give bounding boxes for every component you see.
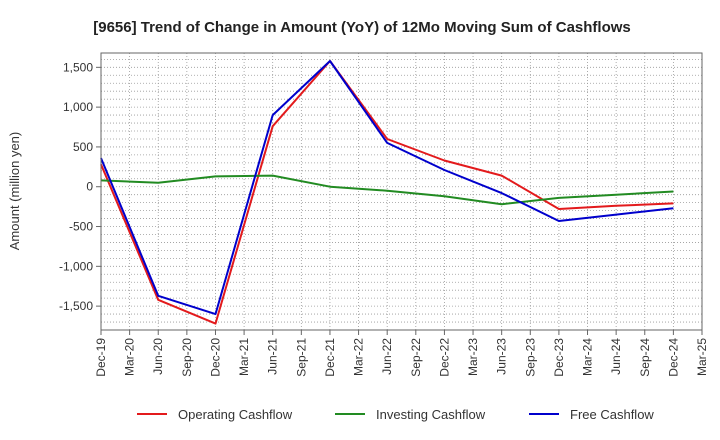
chart-title: [9656] Trend of Change in Amount (YoY) o… xyxy=(93,19,631,36)
x-tick-label: Jun-21 xyxy=(266,338,280,375)
x-tick-label: Mar-25 xyxy=(695,338,709,376)
x-tick-label: Dec-24 xyxy=(666,338,680,377)
x-tick-label: Mar-21 xyxy=(237,338,251,376)
x-tick-label: Sep-24 xyxy=(638,338,652,377)
x-tick-label: Sep-22 xyxy=(409,338,423,377)
legend-label-free-cashflow: Free Cashflow xyxy=(570,407,654,422)
series-line-operating-cashflow xyxy=(100,60,674,325)
y-tick-label: -500 xyxy=(69,220,93,234)
x-tick-label: Jun-22 xyxy=(380,338,394,375)
x-tick-label: Jun-20 xyxy=(151,338,165,375)
x-tick-label: Dec-21 xyxy=(323,338,337,377)
x-tick-label: Dec-19 xyxy=(94,338,108,377)
x-tick-label: Sep-23 xyxy=(523,338,537,377)
x-tick-label: Sep-21 xyxy=(294,338,308,377)
legend: Operating Cashflow Investing Cashflow Free… xyxy=(137,407,654,422)
series-lines xyxy=(100,60,674,325)
x-tick-label: Mar-24 xyxy=(581,338,595,376)
x-axis-ticks: Dec-19 Mar-20 Jun-20 Sep-20 Dec-20 Mar-21 Jun-… xyxy=(94,330,709,377)
x-tick-label: Dec-22 xyxy=(437,338,451,377)
plot-area xyxy=(100,52,703,331)
x-tick-label: Mar-20 xyxy=(123,338,137,376)
legend-label-operating-cashflow: Operating Cashflow xyxy=(178,407,293,422)
x-tick-label: Dec-23 xyxy=(552,338,566,377)
y-tick-label: 1,500 xyxy=(63,60,93,74)
y-axis-label: Amount (million yen) xyxy=(7,132,22,251)
y-tick-label: 0 xyxy=(86,180,93,194)
x-tick-label: Sep-20 xyxy=(180,338,194,377)
y-tick-label: -1,000 xyxy=(59,259,93,273)
y-axis-ticks: 1,500 1,000 500 0 -500 -1,000 -1,500 xyxy=(59,60,101,313)
y-tick-label: 500 xyxy=(73,140,93,154)
x-tick-label: Mar-22 xyxy=(352,338,366,376)
x-tick-label: Mar-23 xyxy=(466,338,480,376)
series-line-investing-cashflow xyxy=(100,174,674,206)
x-tick-label: Jun-23 xyxy=(495,338,509,375)
y-tick-label: 1,000 xyxy=(63,100,93,114)
legend-label-investing-cashflow: Investing Cashflow xyxy=(376,407,486,422)
x-tick-label: Jun-24 xyxy=(609,338,623,375)
y-tick-label: -1,500 xyxy=(59,299,93,313)
x-tick-label: Dec-20 xyxy=(208,338,222,377)
series-line-free-cashflow xyxy=(100,60,674,316)
